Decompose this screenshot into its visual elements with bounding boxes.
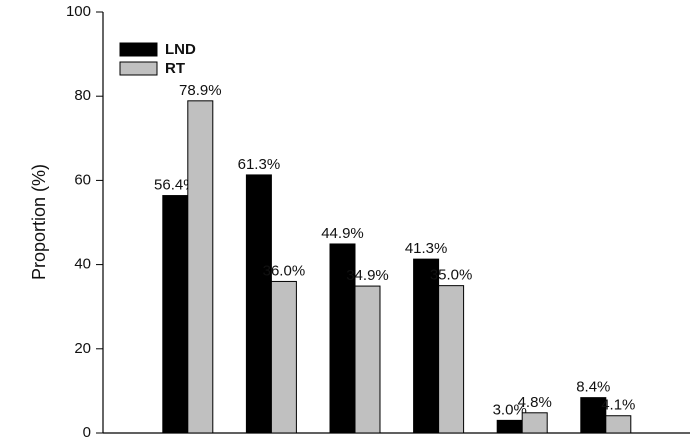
bar: [580, 397, 607, 434]
value-label: 44.9%: [321, 225, 364, 242]
y-tick-label: 40: [74, 256, 91, 273]
value-label: 34.9%: [346, 267, 389, 284]
bar: [521, 412, 548, 434]
value-label: 78.9%: [179, 82, 222, 99]
bar: [162, 195, 189, 434]
value-label: 35.0%: [430, 267, 473, 284]
legend-label: LND: [165, 41, 196, 58]
value-label: 4.8%: [518, 394, 552, 411]
y-axis-label: Proportion (%): [29, 164, 49, 280]
legend-swatch: [119, 61, 158, 76]
bar: [270, 280, 297, 434]
value-label: 36.0%: [263, 262, 306, 279]
value-label: 56.4%: [154, 177, 197, 194]
bar: [496, 419, 523, 434]
bar: [354, 285, 381, 434]
value-label: 61.3%: [238, 156, 281, 173]
legend-label: RT: [165, 60, 185, 77]
value-label: 3.0%: [493, 401, 527, 418]
bar: [187, 100, 214, 434]
value-label: 41.3%: [405, 240, 448, 257]
bar: [329, 243, 356, 434]
y-tick-label: 60: [74, 171, 91, 188]
y-tick-label: 100: [66, 3, 91, 20]
bar: [438, 285, 465, 434]
y-tick-label: 80: [74, 87, 91, 104]
y-tick-label: 20: [74, 340, 91, 357]
bar: [413, 258, 440, 434]
value-label: 4.1%: [601, 397, 635, 414]
legend-swatch: [119, 42, 158, 57]
value-label: 8.4%: [576, 379, 610, 396]
y-tick-label: 0: [83, 424, 91, 441]
bar: [605, 415, 632, 434]
bar: [245, 174, 272, 434]
